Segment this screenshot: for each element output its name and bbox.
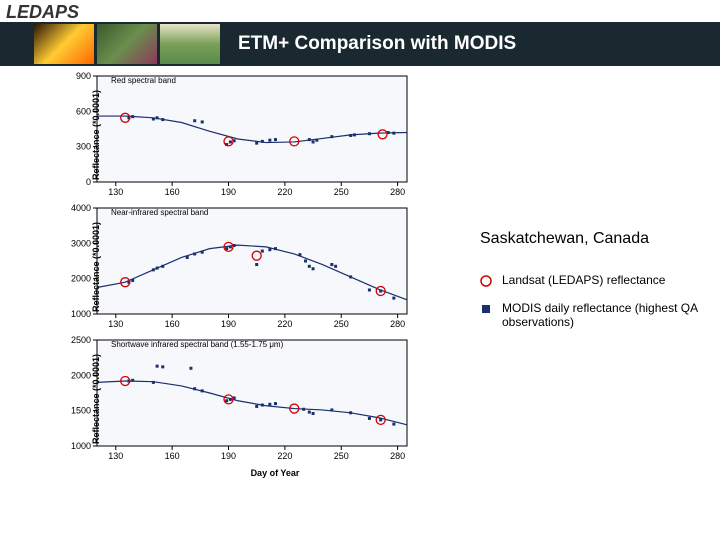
svg-text:220: 220 xyxy=(277,187,292,197)
legend-landsat-label: Landsat (LEDAPS) reflectance xyxy=(502,273,665,287)
svg-text:280: 280 xyxy=(390,451,405,461)
chart-svg: 130 160 190 220 250 280 1000 1500 2000 2500 xyxy=(55,334,415,464)
svg-text:2000: 2000 xyxy=(71,274,91,284)
svg-text:250: 250 xyxy=(334,319,349,329)
location-label: Saskatchewan, Canada xyxy=(480,230,710,248)
page-title: ETM+ Comparison with MODIS xyxy=(238,33,516,55)
banner: ETM+ Comparison with MODIS xyxy=(0,22,720,66)
legend-modis-icon xyxy=(480,303,492,315)
svg-text:190: 190 xyxy=(221,319,236,329)
svg-text:2000: 2000 xyxy=(71,370,91,380)
side-panel: Saskatchewan, Canada Landsat (LEDAPS) re… xyxy=(480,230,710,343)
svg-text:130: 130 xyxy=(108,451,123,461)
chart-title: Red spectral band xyxy=(111,76,176,85)
legend-landsat: Landsat (LEDAPS) reflectance xyxy=(480,273,710,287)
chart-svg: 1301601902202502800300600900 xyxy=(55,70,415,200)
svg-text:130: 130 xyxy=(108,187,123,197)
svg-text:250: 250 xyxy=(334,187,349,197)
svg-text:2500: 2500 xyxy=(71,335,91,345)
thumb xyxy=(97,24,157,64)
svg-text:160: 160 xyxy=(165,187,180,197)
y-axis-label: Reflectance (*0.0001) xyxy=(91,354,101,444)
svg-text:280: 280 xyxy=(390,319,405,329)
legend-modis: MODIS daily reflectance (highest QA obse… xyxy=(480,301,710,329)
svg-text:600: 600 xyxy=(76,106,91,116)
svg-text:220: 220 xyxy=(277,319,292,329)
svg-text:220: 220 xyxy=(277,451,292,461)
svg-text:190: 190 xyxy=(221,187,236,197)
svg-text:1000: 1000 xyxy=(71,309,91,319)
header: LEDAPS ETM+ Comparison with MODIS xyxy=(0,0,720,65)
svg-text:280: 280 xyxy=(390,187,405,197)
svg-text:250: 250 xyxy=(334,451,349,461)
svg-text:160: 160 xyxy=(165,319,180,329)
svg-text:3000: 3000 xyxy=(71,238,91,248)
legend-landsat-icon xyxy=(480,275,492,287)
charts-column: Red spectral bandReflectance (*0.0001)13… xyxy=(0,65,475,466)
svg-text:190: 190 xyxy=(221,451,236,461)
svg-text:160: 160 xyxy=(165,451,180,461)
y-axis-label: Reflectance (*0.0001) xyxy=(91,222,101,312)
legend-modis-label: MODIS daily reflectance (highest QA obse… xyxy=(502,301,710,329)
svg-text:1000: 1000 xyxy=(71,441,91,451)
y-axis-label: Reflectance (*0.0001) xyxy=(91,90,101,180)
content: Red spectral bandReflectance (*0.0001)13… xyxy=(0,65,720,466)
svg-text:1500: 1500 xyxy=(71,406,91,416)
chart-shortwave-infrared-spectral-band-m-: Shortwave infrared spectral band (1.55-1… xyxy=(55,334,475,464)
x-axis-label: Day of Year xyxy=(95,468,455,478)
chart-near-infrared-spectral-band: Near-infrared spectral band Reflectance (… xyxy=(55,202,475,332)
svg-text:900: 900 xyxy=(76,71,91,81)
svg-text:130: 130 xyxy=(108,319,123,329)
chart-red-spectral-band: Red spectral band Reflectance (*0.0001) 13… xyxy=(55,70,475,200)
chart-svg: 130 160 190 220 250 280 1000 2000 3000 4000 xyxy=(55,202,415,332)
chart-title: Shortwave infrared spectral band (1.55-1… xyxy=(111,340,283,349)
chart-title: Near-infrared spectral band xyxy=(111,208,208,217)
thumb xyxy=(34,24,94,64)
svg-text:300: 300 xyxy=(76,142,91,152)
thumb xyxy=(160,24,220,64)
thumb-strip xyxy=(34,24,220,64)
svg-text:4000: 4000 xyxy=(71,203,91,213)
